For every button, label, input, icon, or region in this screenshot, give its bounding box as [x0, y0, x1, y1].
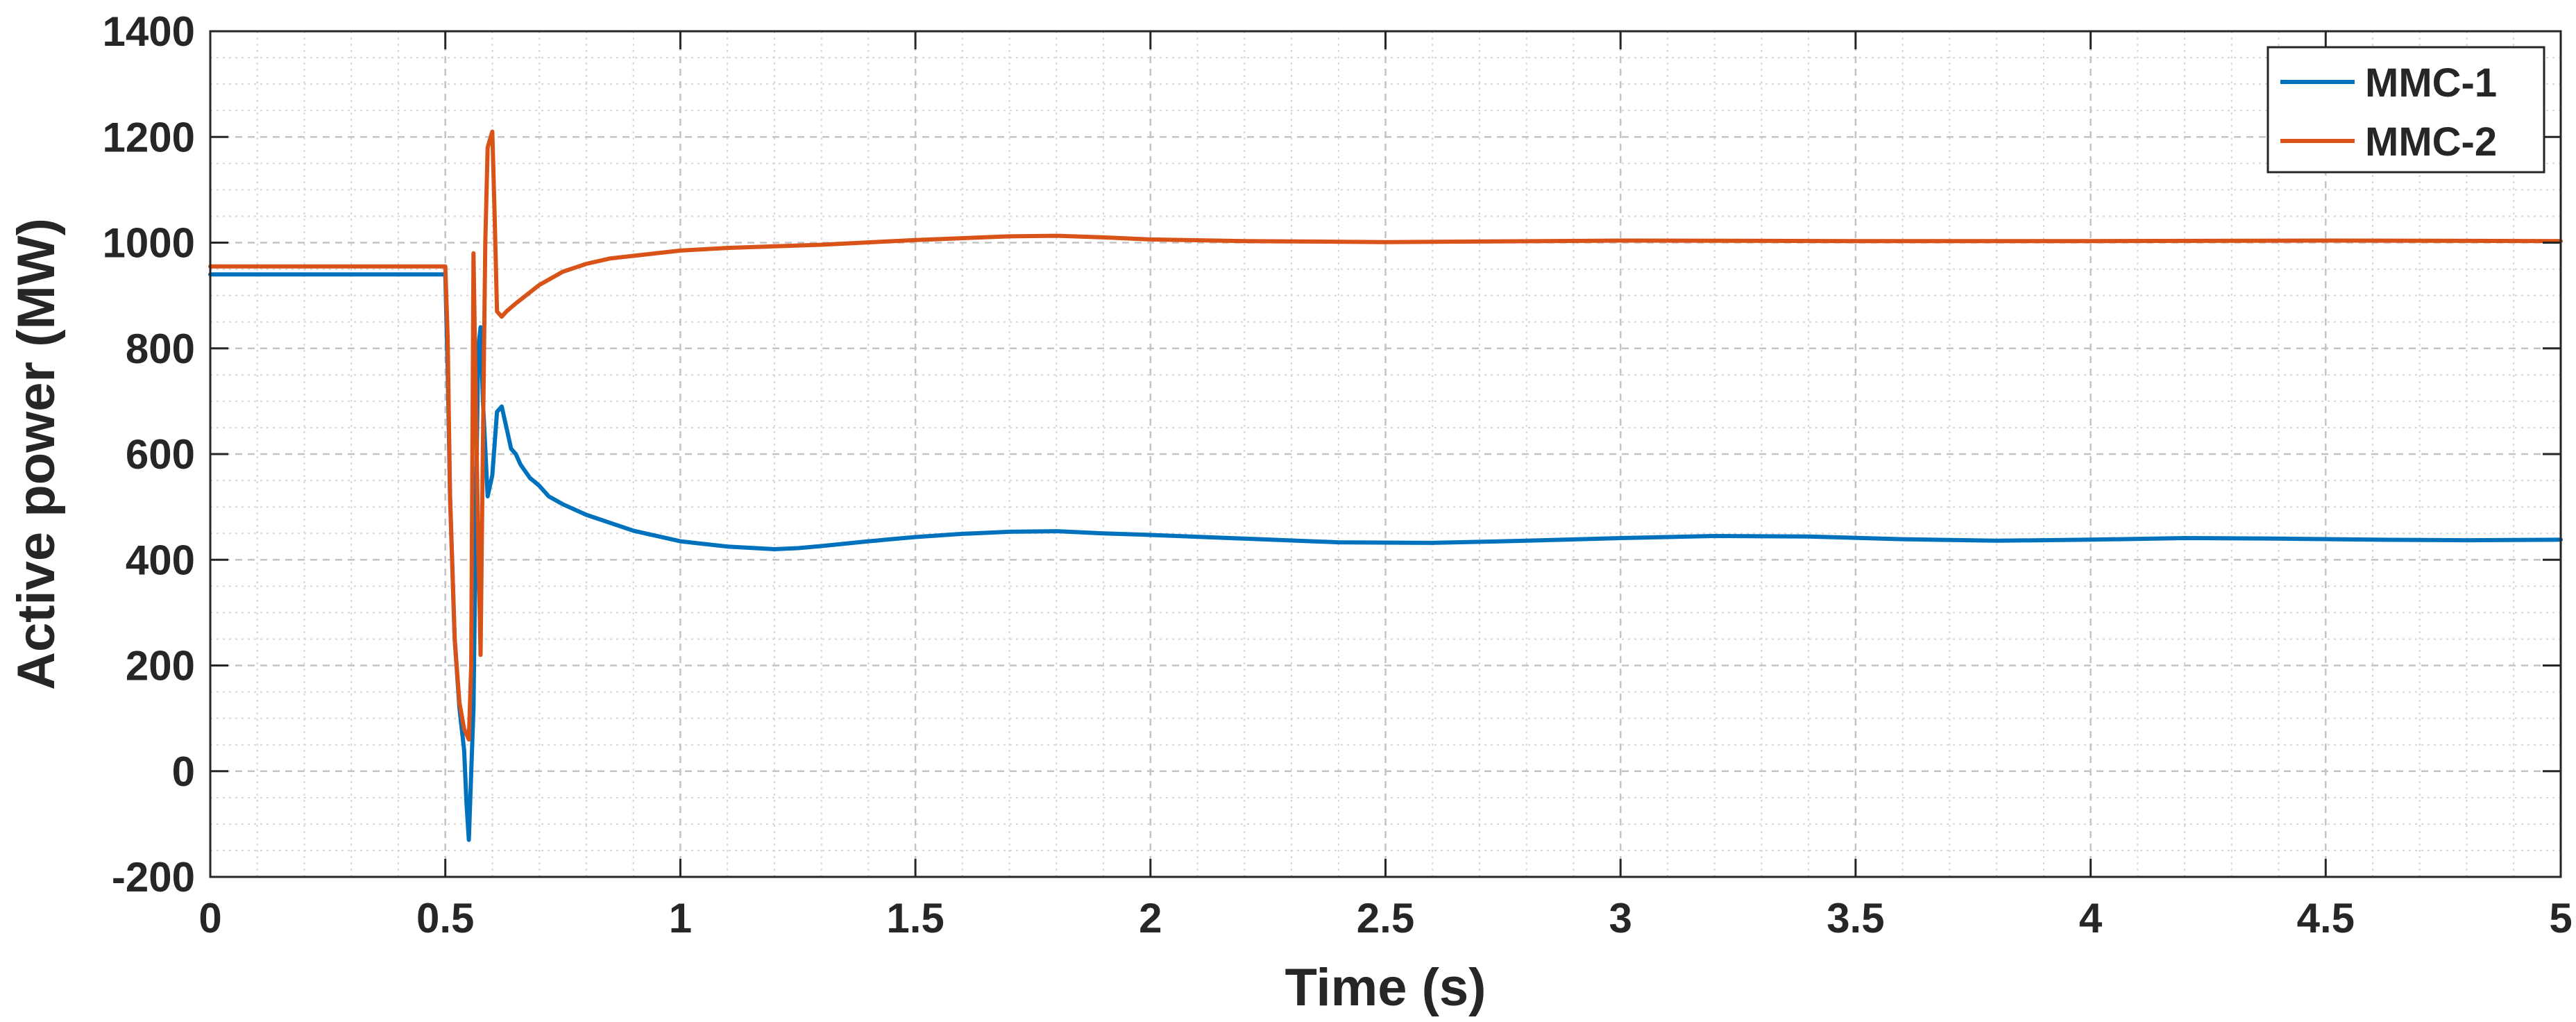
series-layer [208, 129, 2563, 842]
ticks [209, 30, 2562, 878]
x-tick-labels: 0 0.5 1 1.5 2 2.5 3 3.5 4 4.5 5 [198, 895, 2572, 941]
x-tick-label: 5 [2549, 895, 2572, 941]
x-tick-label: 0 [198, 895, 221, 941]
y-tick-label: -200 [112, 854, 195, 900]
major-grid [209, 30, 2562, 878]
y-tick-label: 800 [126, 326, 195, 372]
legend-label-mmc-2: MMC-2 [2365, 119, 2497, 165]
x-tick-label: 4.5 [2297, 895, 2355, 941]
x-tick-label: 3.5 [1827, 895, 1884, 941]
y-tick-labels: -200 0 200 400 600 800 1000 1200 1400 [103, 8, 195, 900]
y-tick-label: 1400 [103, 8, 195, 55]
y-tick-label: 0 [172, 748, 195, 795]
x-tick-label: 0.5 [416, 895, 474, 941]
x-tick-label: 1.5 [886, 895, 944, 941]
x-tick-label: 1 [669, 895, 692, 941]
y-tick-label: 400 [126, 537, 195, 583]
y-tick-label: 200 [126, 643, 195, 689]
x-tick-label: 2 [1139, 895, 1162, 941]
legend: MMC-1 MMC-2 [2266, 46, 2545, 174]
y-tick-label: 600 [126, 431, 195, 478]
series-line-mmc-2 [208, 129, 2563, 742]
x-tick-label: 2.5 [1357, 895, 1414, 941]
y-tick-label: 1200 [103, 114, 195, 160]
series-line-mmc-1 [208, 272, 2563, 842]
legend-box [2266, 46, 2545, 174]
y-tick-label: 1000 [103, 220, 195, 267]
x-axis-label: Time (s) [1285, 958, 1486, 1017]
legend-label-mmc-1: MMC-1 [2365, 60, 2497, 106]
x-tick-label: 4 [2079, 895, 2103, 941]
x-tick-label: 3 [1609, 895, 1632, 941]
y-axis-label: Active power (MW) [7, 218, 66, 690]
